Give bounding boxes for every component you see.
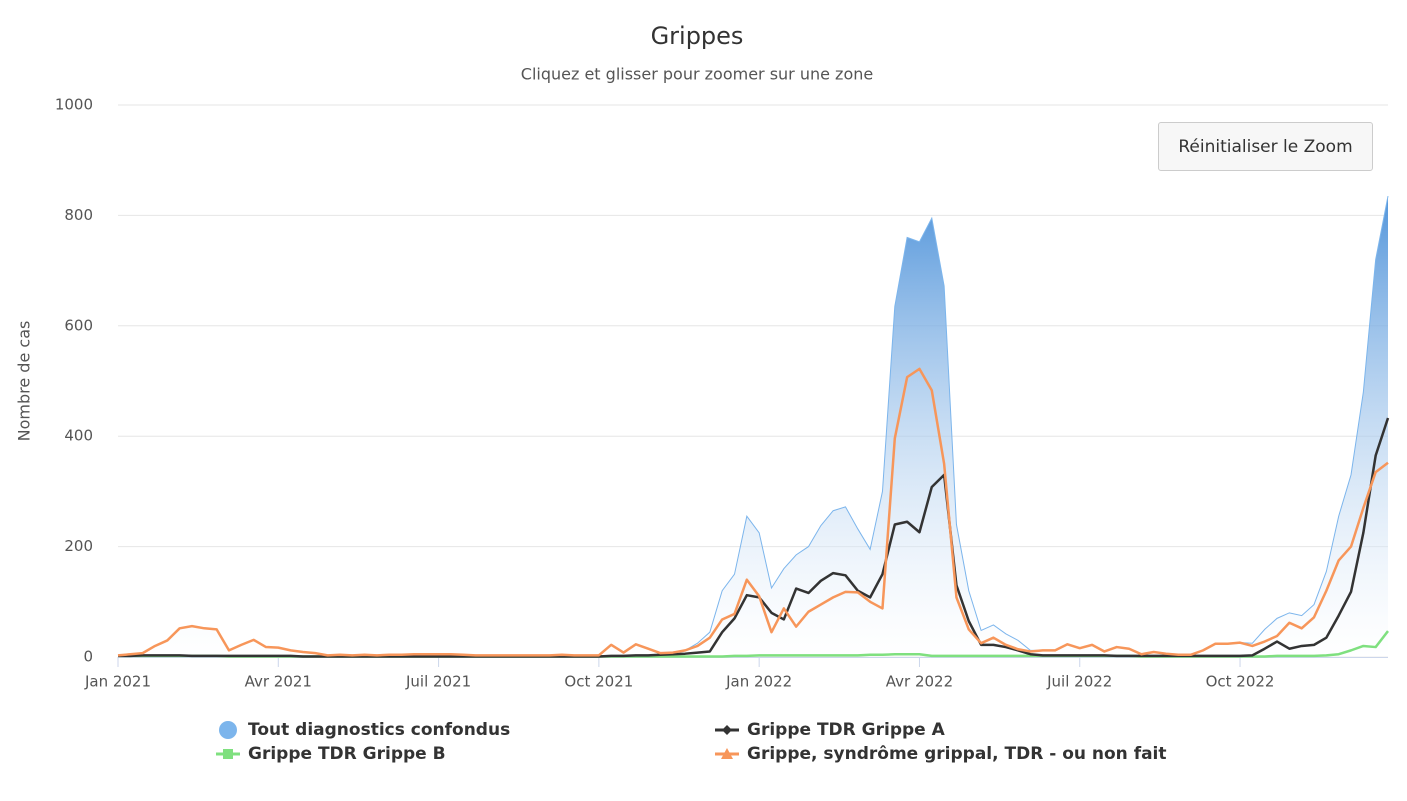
legend-item[interactable]: Tout diagnostics confondus [219, 720, 510, 740]
x-tick-label: Jan 2022 [725, 673, 792, 691]
legend-item[interactable]: Grippe, syndrôme grippal, TDR - ou non f… [715, 744, 1167, 764]
reset-zoom-button[interactable]: Réinitialiser le Zoom [1158, 122, 1373, 171]
x-tick-label: Avr 2022 [886, 673, 953, 691]
y-tick-label: 800 [64, 206, 93, 224]
y-tick-label: 200 [64, 537, 93, 555]
legend-marker [721, 748, 733, 759]
y-tick-label: 600 [64, 316, 93, 334]
legend-marker [219, 721, 237, 739]
legend-marker [722, 725, 732, 735]
series-area [118, 196, 1388, 657]
x-tick-label: Oct 2022 [1206, 673, 1275, 691]
x-tick-label: Oct 2021 [564, 673, 633, 691]
legend-label: Grippe TDR Grippe A [747, 720, 946, 740]
series-line [117, 367, 1389, 657]
y-axis-label: Nombre de cas [15, 321, 34, 442]
y-tick-label: 1000 [55, 96, 93, 114]
legend-label: Grippe TDR Grippe B [248, 744, 446, 764]
x-tick-label: Avr 2021 [245, 673, 312, 691]
legend-item[interactable]: Grippe TDR Grippe B [216, 744, 446, 764]
legend-marker [223, 749, 233, 759]
legend-item[interactable]: Grippe TDR Grippe A [715, 720, 946, 740]
x-tick-label: Juil 2022 [1046, 673, 1112, 691]
legend-label: Grippe, syndrôme grippal, TDR - ou non f… [747, 744, 1167, 764]
x-tick-label: Juil 2021 [405, 673, 471, 691]
chart-title: Grippes [651, 22, 744, 50]
y-tick-label: 0 [83, 648, 93, 666]
legend-label: Tout diagnostics confondus [248, 720, 510, 740]
x-tick-label: Jan 2021 [84, 673, 151, 691]
chart-subtitle: Cliquez et glisser pour zoomer sur une z… [521, 65, 873, 84]
y-tick-label: 400 [64, 427, 93, 445]
